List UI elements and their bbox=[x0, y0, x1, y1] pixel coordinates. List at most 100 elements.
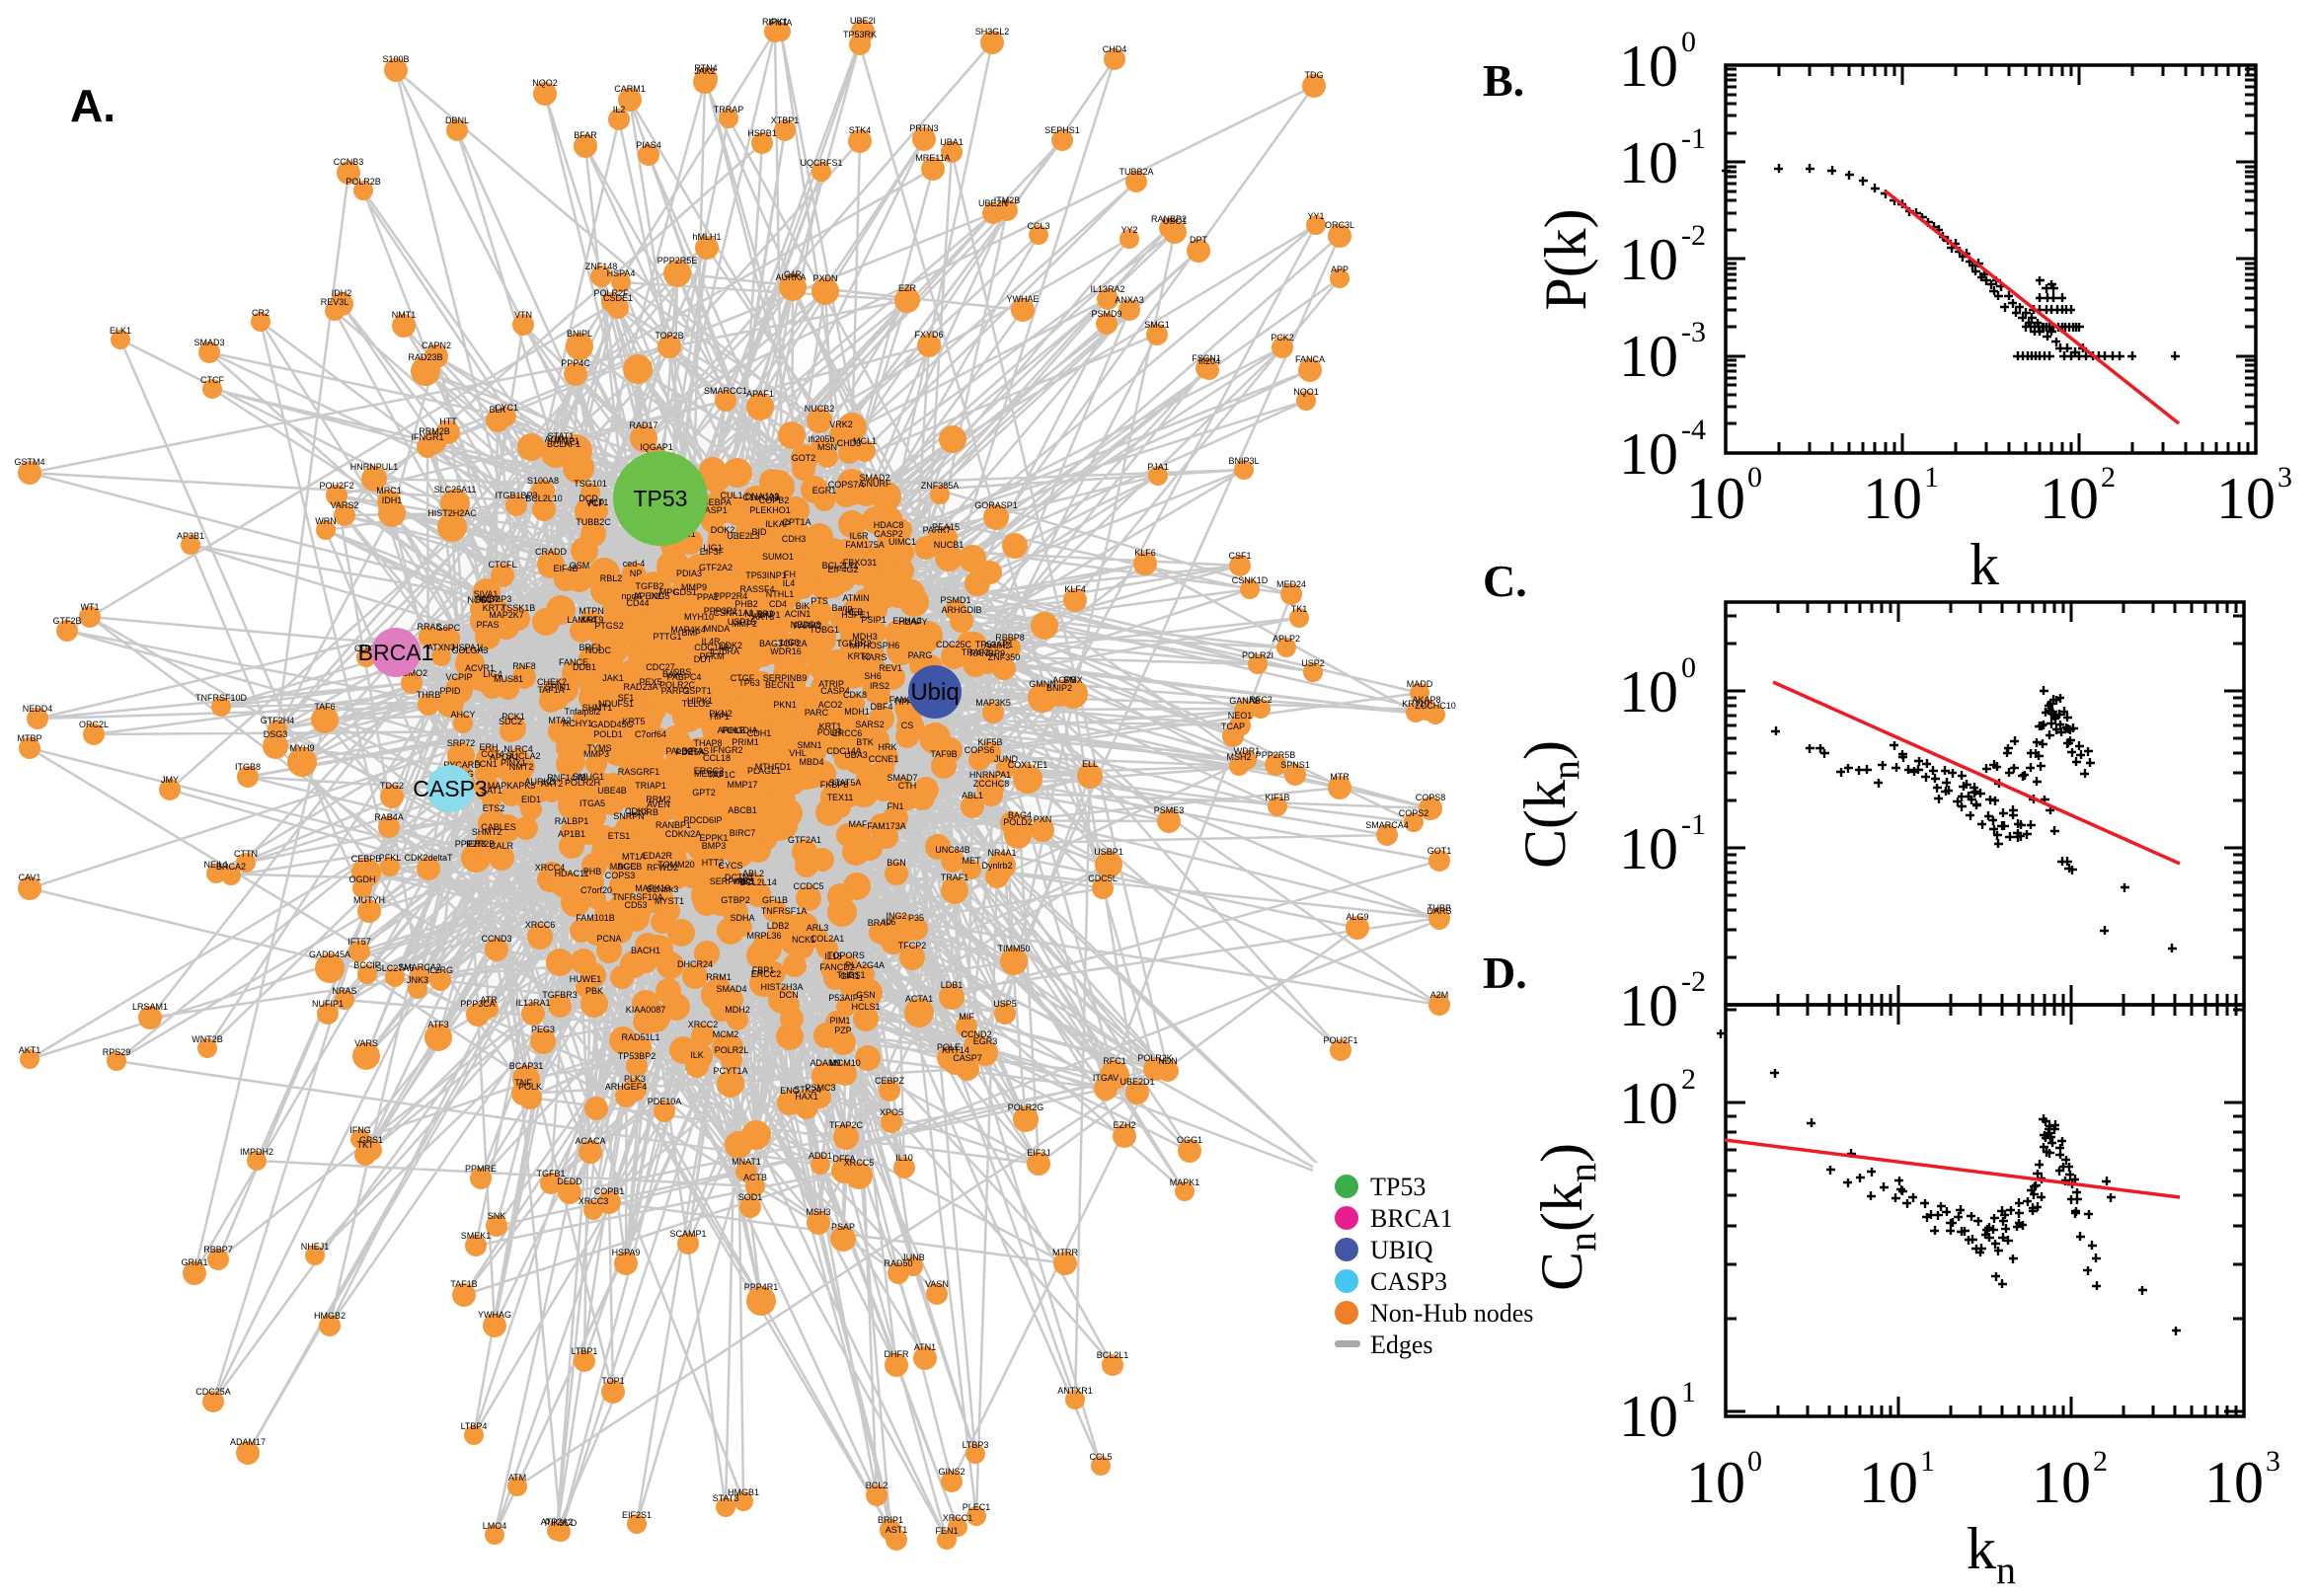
svg-text:Edges: Edges bbox=[1370, 1330, 1433, 1359]
svg-text:HNRNPUL1: HNRNPUL1 bbox=[350, 462, 399, 472]
svg-text:TUBG1: TUBG1 bbox=[810, 625, 839, 635]
svg-text:LMO4: LMO4 bbox=[483, 1521, 507, 1531]
svg-text:CASP3: CASP3 bbox=[1370, 1267, 1447, 1296]
svg-text:CEBPA: CEBPA bbox=[702, 497, 732, 507]
svg-text:PPMRE: PPMRE bbox=[465, 1164, 497, 1174]
svg-text:TELO2: TELO2 bbox=[682, 699, 711, 709]
svg-text:HSPA4: HSPA4 bbox=[607, 268, 636, 278]
svg-text:TGFBR3: TGFBR3 bbox=[542, 990, 578, 1000]
svg-text:USP5: USP5 bbox=[993, 999, 1017, 1009]
svg-text:BECN1: BECN1 bbox=[765, 680, 795, 690]
svg-text:KIF5B: KIF5B bbox=[977, 737, 1002, 747]
svg-text:ALG9: ALG9 bbox=[1346, 912, 1368, 922]
svg-text:NUDC: NUDC bbox=[585, 646, 611, 655]
svg-text:TAF9B: TAF9B bbox=[930, 749, 957, 759]
svg-text:IL13RA1: IL13RA1 bbox=[515, 998, 550, 1008]
svg-text:FANCC: FANCC bbox=[889, 695, 920, 705]
svg-text:NMT2: NMT2 bbox=[509, 762, 534, 772]
svg-text:NHEJ1: NHEJ1 bbox=[301, 1242, 330, 1252]
svg-text:UBA3: UBA3 bbox=[844, 750, 868, 760]
svg-text:WDR1: WDR1 bbox=[1234, 746, 1261, 756]
svg-text:G6PC: G6PC bbox=[436, 623, 461, 633]
svg-text:APAF1: APAF1 bbox=[746, 389, 774, 399]
svg-text:HMGB2: HMGB2 bbox=[314, 1311, 346, 1321]
svg-text:ANXA3: ANXA3 bbox=[1115, 295, 1144, 305]
svg-text:VARS: VARS bbox=[354, 1038, 378, 1048]
svg-text:LTBP1: LTBP1 bbox=[572, 1346, 598, 1356]
svg-text:MTRR: MTRR bbox=[1052, 1248, 1078, 1257]
svg-text:CDK2deltaT: CDK2deltaT bbox=[404, 853, 453, 863]
svg-text:MAPK1: MAPK1 bbox=[1170, 1178, 1200, 1187]
svg-text:MUS81: MUS81 bbox=[494, 674, 523, 684]
svg-text:MMP9: MMP9 bbox=[681, 582, 707, 592]
svg-text:RAD23A: RAD23A bbox=[623, 682, 657, 692]
svg-text:CRADD: CRADD bbox=[535, 547, 568, 557]
svg-text:RAD51L1: RAD51L1 bbox=[621, 1032, 659, 1042]
svg-text:TFAP2C: TFAP2C bbox=[829, 1120, 864, 1130]
svg-text:POLR2I: POLR2I bbox=[1242, 650, 1274, 660]
svg-text:ENG: ENG bbox=[780, 1086, 800, 1096]
svg-text:ITGB1BP3: ITGB1BP3 bbox=[495, 491, 537, 500]
svg-text:PEA15: PEA15 bbox=[932, 522, 960, 532]
svg-text:SERPINB8: SERPINB8 bbox=[710, 876, 754, 886]
svg-text:COPB1: COPB1 bbox=[594, 1186, 625, 1196]
svg-text:ced-4: ced-4 bbox=[623, 559, 646, 569]
svg-text:SNK: SNK bbox=[488, 1211, 506, 1221]
svg-text:THBS1: THBS1 bbox=[836, 970, 865, 980]
svg-text:C7orf64: C7orf64 bbox=[635, 729, 666, 739]
svg-text:TEX11: TEX11 bbox=[827, 793, 854, 802]
svg-text:GTF2H4: GTF2H4 bbox=[261, 716, 295, 725]
svg-text:CYC1: CYC1 bbox=[495, 403, 518, 413]
svg-text:CCL18: CCL18 bbox=[703, 753, 731, 763]
svg-text:CCT4: CCT4 bbox=[481, 749, 504, 759]
svg-text:NEO1: NEO1 bbox=[1228, 711, 1253, 721]
svg-text:PSIP1: PSIP1 bbox=[861, 615, 887, 625]
svg-text:BMP3: BMP3 bbox=[702, 841, 727, 851]
svg-text:ERCC3: ERCC3 bbox=[694, 766, 725, 776]
svg-text:MTHFD1: MTHFD1 bbox=[755, 762, 792, 772]
svg-text:BNIP2: BNIP2 bbox=[1046, 683, 1072, 693]
svg-text:ABL2: ABL2 bbox=[742, 869, 764, 878]
svg-text:CCL5: CCL5 bbox=[1089, 1452, 1112, 1462]
svg-text:GFI1: GFI1 bbox=[840, 971, 860, 981]
svg-text:GTF2B: GTF2B bbox=[52, 616, 81, 626]
svg-text:CABLES: CABLES bbox=[481, 822, 516, 832]
svg-text:RRM2B: RRM2B bbox=[419, 426, 450, 436]
svg-text:XRCC3: XRCC3 bbox=[579, 1196, 609, 1206]
svg-text:LTBP3: LTBP3 bbox=[963, 1440, 989, 1450]
svg-text:HSPA1L: HSPA1L bbox=[452, 643, 486, 652]
svg-text:APEX1: APEX1 bbox=[633, 591, 661, 601]
svg-text:CDC25C: CDC25C bbox=[936, 640, 972, 649]
svg-text:BRAP: BRAP bbox=[868, 918, 892, 928]
svg-text:APOA1: APOA1 bbox=[490, 752, 519, 762]
svg-text:BCL2L10: BCL2L10 bbox=[525, 494, 563, 503]
svg-text:Ubiq: Ubiq bbox=[910, 679, 959, 706]
svg-text:SMN1: SMN1 bbox=[797, 740, 821, 750]
svg-text:AST1: AST1 bbox=[886, 1525, 908, 1535]
svg-text:SH6: SH6 bbox=[864, 671, 882, 681]
svg-text:UBE4B: UBE4B bbox=[597, 786, 627, 796]
svg-text:MMP2: MMP2 bbox=[732, 619, 757, 629]
svg-text:VARS2: VARS2 bbox=[331, 500, 359, 510]
svg-text:CDS1: CDS1 bbox=[673, 587, 697, 597]
svg-text:CARM1: CARM1 bbox=[614, 84, 646, 94]
svg-text:COPB2: COPB2 bbox=[759, 495, 790, 505]
svg-text:GADD45A: GADD45A bbox=[309, 950, 350, 959]
svg-text:ILK: ILK bbox=[690, 1050, 704, 1060]
svg-text:PCNA: PCNA bbox=[596, 934, 621, 944]
svg-text:PLEKHO1: PLEKHO1 bbox=[749, 505, 791, 515]
svg-text:KRT10: KRT10 bbox=[1402, 699, 1429, 709]
svg-text:IL4: IL4 bbox=[783, 578, 796, 588]
svg-text:GPT2: GPT2 bbox=[692, 788, 716, 798]
svg-text:PLA2G4A: PLA2G4A bbox=[845, 960, 885, 970]
svg-text:CDC14B: CDC14B bbox=[694, 643, 730, 652]
svg-text:VCP: VCP bbox=[586, 498, 605, 508]
svg-text:PPID: PPID bbox=[439, 686, 461, 696]
svg-text:10: 10 bbox=[1619, 659, 1678, 724]
svg-text:MSN: MSN bbox=[817, 442, 837, 452]
svg-text:CCND3: CCND3 bbox=[481, 934, 511, 944]
svg-text:POLR2B: POLR2B bbox=[346, 177, 381, 187]
svg-text:CEBPZ: CEBPZ bbox=[875, 1076, 905, 1086]
svg-text:3: 3 bbox=[2266, 1445, 2280, 1478]
svg-text:ADAM9: ADAM9 bbox=[810, 1058, 840, 1068]
